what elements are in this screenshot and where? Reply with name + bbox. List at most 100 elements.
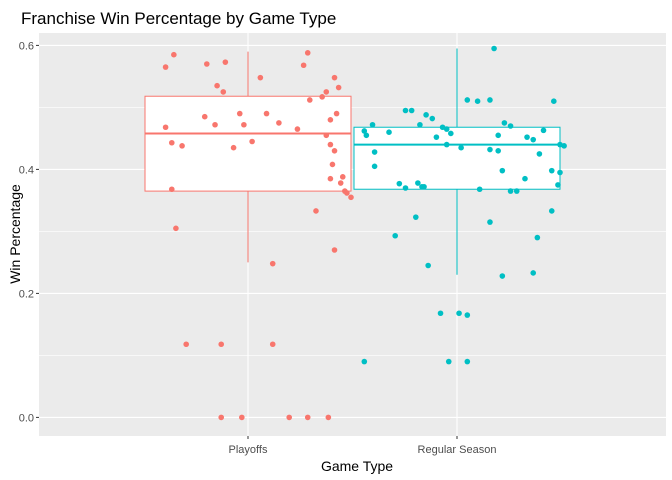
plot-panel <box>39 33 666 436</box>
data-point <box>551 98 557 104</box>
data-point <box>437 310 444 317</box>
data-point <box>464 97 471 103</box>
data-point <box>335 84 342 91</box>
data-point <box>487 97 493 103</box>
data-point <box>464 312 471 318</box>
data-point <box>344 190 350 196</box>
data-point <box>313 208 319 214</box>
data-point <box>304 414 311 421</box>
data-point <box>415 180 421 186</box>
data-point <box>319 94 325 100</box>
data-point <box>555 182 561 188</box>
data-point <box>204 61 210 67</box>
data-points <box>162 45 567 421</box>
y-axis-ticks: 0.0 0.2 0.4 0.6 <box>19 40 39 424</box>
data-point <box>276 120 282 126</box>
x-axis-ticks: Playoffs Regular Season <box>229 436 497 456</box>
data-point <box>218 341 225 348</box>
x-tick-label: Playoffs <box>229 444 268 456</box>
data-point <box>474 98 481 104</box>
data-point <box>534 234 541 241</box>
data-point <box>214 82 220 89</box>
box <box>144 95 352 192</box>
data-point <box>419 183 425 190</box>
data-point <box>286 414 293 421</box>
data-point <box>402 185 409 191</box>
data-point <box>307 97 313 103</box>
data-point <box>417 121 423 128</box>
data-point <box>443 141 450 148</box>
data-point <box>423 112 429 118</box>
data-point <box>433 134 440 140</box>
boxplots <box>144 48 561 275</box>
data-point <box>507 188 514 194</box>
data-point <box>464 358 471 365</box>
data-point <box>413 214 419 220</box>
data-point <box>325 414 332 421</box>
data-point <box>337 180 344 186</box>
data-point <box>300 62 307 69</box>
data-point <box>331 148 338 154</box>
data-point <box>491 45 497 52</box>
y-tick-label: 0.2 <box>19 288 34 300</box>
data-point <box>487 219 493 225</box>
x-axis-title: Game Type <box>321 458 393 474</box>
data-point <box>487 146 493 153</box>
data-point <box>327 175 334 182</box>
data-point <box>396 180 403 187</box>
data-point <box>507 123 514 129</box>
data-point <box>162 124 169 131</box>
data-point <box>218 414 225 421</box>
data-point <box>513 188 520 194</box>
y-axis-title: Win Percentage <box>7 184 23 284</box>
data-point <box>348 194 354 201</box>
data-point <box>561 143 567 149</box>
data-point <box>371 149 378 155</box>
data-point <box>499 273 506 279</box>
data-point <box>548 208 555 214</box>
data-point <box>236 110 243 117</box>
y-tick-label: 0.6 <box>19 40 34 52</box>
data-point <box>173 225 179 232</box>
data-point <box>179 143 185 149</box>
data-point <box>448 130 454 137</box>
data-point <box>323 89 330 95</box>
data-point <box>201 113 208 120</box>
data-point <box>371 163 378 170</box>
data-point <box>162 64 169 70</box>
data-point <box>257 74 264 81</box>
data-point <box>241 121 247 128</box>
data-point <box>183 341 189 348</box>
data-point <box>386 129 392 135</box>
data-point <box>304 50 311 56</box>
data-point <box>536 151 543 157</box>
data-point <box>331 74 338 81</box>
data-point <box>392 232 399 239</box>
data-point <box>168 186 175 193</box>
data-point <box>530 136 537 143</box>
data-point <box>339 174 346 180</box>
data-point <box>495 132 502 139</box>
data-point <box>548 167 555 174</box>
data-point <box>294 126 301 132</box>
data-point <box>329 161 336 168</box>
x-tick-label: Regular Season <box>418 444 497 456</box>
data-point <box>220 89 227 95</box>
data-point <box>402 107 409 114</box>
data-point <box>408 107 415 114</box>
data-point <box>239 414 245 421</box>
data-point <box>495 148 502 154</box>
data-point <box>212 121 218 128</box>
data-point <box>168 139 175 146</box>
data-point <box>501 120 508 126</box>
data-point <box>522 175 528 182</box>
chart-title: Franchise Win Percentage by Game Type <box>21 9 336 28</box>
data-point <box>327 117 334 123</box>
data-point <box>269 341 276 348</box>
data-point <box>222 59 229 65</box>
data-point <box>249 138 255 145</box>
data-point <box>445 358 452 365</box>
data-point <box>361 358 368 365</box>
data-point <box>530 270 537 276</box>
